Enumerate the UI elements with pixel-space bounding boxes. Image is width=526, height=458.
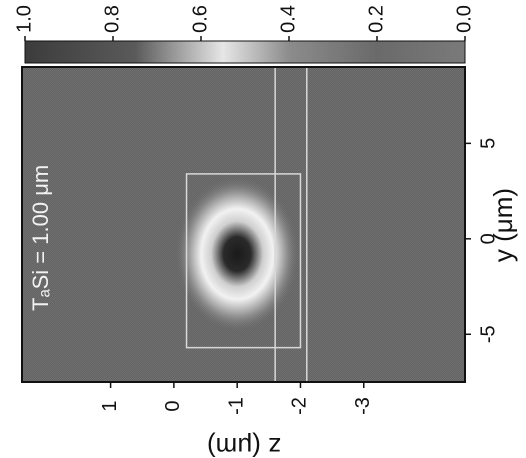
y-axis-label: y (μm) (488, 188, 518, 262)
colorbar-tick-label: 0.8 (101, 5, 123, 33)
z-axis-tick-label: -2 (289, 397, 311, 415)
thickness-annotation: TₐSi = 1.00 μm (28, 165, 53, 311)
z-axis-tick-label: 1 (99, 400, 121, 411)
colorbar-tick-label: 0.6 (189, 5, 211, 33)
colorbar-ticks: 1.0 0.8 0.6 0.4 0.2 0.0 (13, 5, 475, 41)
mode-field-intensity (175, 176, 300, 333)
z-axis-tick-label: -3 (352, 397, 374, 415)
heatmap-plot: TₐSi = 1.00 μm (21, 66, 466, 383)
colorbar: 1.0 0.8 0.6 0.4 0.2 0.0 (13, 5, 475, 64)
colorbar-tick-label: 0.2 (365, 5, 387, 33)
colorbar-tick-label: 1.0 (13, 5, 35, 33)
plot-frame (21, 66, 466, 383)
z-axis-label: z (μm) (207, 432, 281, 458)
colorbar-tick-label: 0.4 (277, 5, 299, 33)
y-axis-tick-label: -5 (477, 325, 499, 343)
z-axis-ticks: 1 0 -1 -2 -3 (99, 382, 374, 415)
z-axis-tick-label: -1 (225, 397, 247, 415)
y-axis-tick-label: 5 (477, 138, 499, 149)
y-axis-tick-label: 0 (477, 233, 499, 244)
z-axis-tick-label: 0 (162, 400, 184, 411)
y-axis-ticks: -5 0 5 (465, 138, 499, 343)
colorbar-tick-label: 0.0 (453, 5, 475, 33)
colorbar-scale (24, 40, 466, 64)
waveguide-outline (185, 173, 302, 349)
